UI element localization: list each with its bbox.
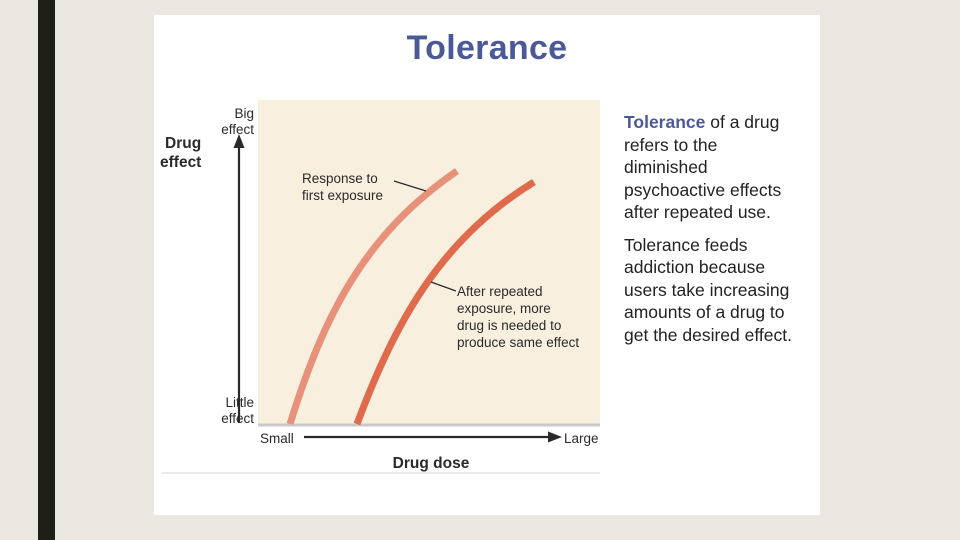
curve2-leader-line bbox=[430, 281, 457, 292]
x-axis-arrowhead bbox=[548, 431, 562, 443]
slide-title: Tolerance bbox=[406, 29, 568, 67]
tolerance-diagram: Drug effect Big effect Little effect Sma… bbox=[160, 100, 600, 474]
curve2-label-line3: drug is needed to bbox=[457, 318, 561, 333]
left-accent-bar bbox=[38, 0, 55, 540]
definition-body: of a drug refers to the diminished psych… bbox=[624, 112, 782, 222]
curve1-leader-line bbox=[393, 180, 427, 192]
curve-repeated-exposure bbox=[353, 179, 536, 426]
definition-paragraph: Tolerance of a drug refers to the dimini… bbox=[624, 111, 804, 224]
plot-background bbox=[258, 100, 600, 425]
y-top-label-line2: effect bbox=[221, 122, 254, 137]
x-axis-title: Drug dose bbox=[393, 455, 470, 472]
x-right-label: Large bbox=[564, 431, 599, 446]
definition-term: Tolerance bbox=[624, 112, 706, 132]
curve2-label-line1: After repeated bbox=[457, 284, 543, 299]
curve-first-exposure bbox=[286, 168, 459, 426]
y-axis-title-line1: Drug bbox=[165, 135, 201, 152]
y-axis-title-line2: effect bbox=[160, 154, 201, 171]
curve1-label-line1: Response to bbox=[302, 171, 378, 186]
y-bottom-label-line1: Little bbox=[225, 395, 254, 410]
addiction-paragraph: Tolerance feeds addiction because users … bbox=[624, 234, 792, 345]
x-left-label: Small bbox=[260, 431, 294, 446]
y-axis-arrowhead bbox=[233, 134, 245, 148]
y-bottom-label-line2: effect bbox=[221, 411, 254, 426]
curve2-label-line4: produce same effect bbox=[457, 335, 579, 350]
slide-panel: Tolerance Drug effect Big effect Little … bbox=[154, 15, 820, 515]
definition-text: Tolerance of a drug refers to the dimini… bbox=[624, 111, 804, 356]
curve2-label-line2: exposure, more bbox=[457, 301, 551, 316]
y-top-label-line1: Big bbox=[234, 106, 254, 121]
curve1-label-line2: first exposure bbox=[302, 188, 383, 203]
